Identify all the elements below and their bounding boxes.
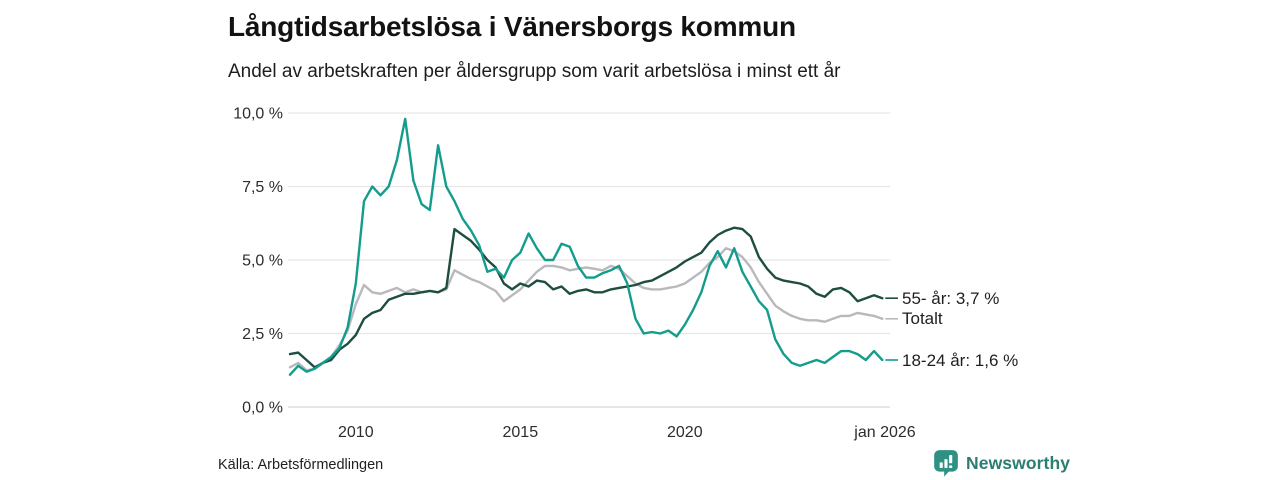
series-end-label-total: Totalt [902,309,943,329]
y-tick-label: 5,0 % [242,253,283,270]
series-line-55-plus [288,226,884,369]
x-tick-label: 2020 [667,424,703,441]
x-tick-label: 2010 [338,424,374,441]
series-end-label-18-24: 18-24 år: 1,6 % [902,350,1019,370]
series-end-label-55-plus: 55- år: 3,7 % [902,288,1000,308]
series-line-18-24 [288,117,884,376]
brand-name: Newsworthy [966,452,1071,473]
y-tick-label: 10,0 % [233,106,283,123]
chart-title: Långtidsarbetslösa i Vänersborgs kommun [228,11,796,42]
x-tick-label: 2015 [503,424,539,441]
bar-chart-speech-bubble-icon [934,450,958,477]
source-attribution: Källa: Arbetsförmedlingen [218,457,384,473]
chart-subtitle: Andel av arbetskraften per åldersgrupp s… [228,61,841,82]
y-tick-label: 7,5 % [242,179,283,196]
series-line-total [288,246,884,372]
newsworthy-brand: Newsworthy [933,449,1070,477]
y-tick-label: 2,5 % [242,326,283,343]
y-tick-label: 0,0 % [242,400,283,417]
x-tick-label: jan 2026 [853,424,915,441]
